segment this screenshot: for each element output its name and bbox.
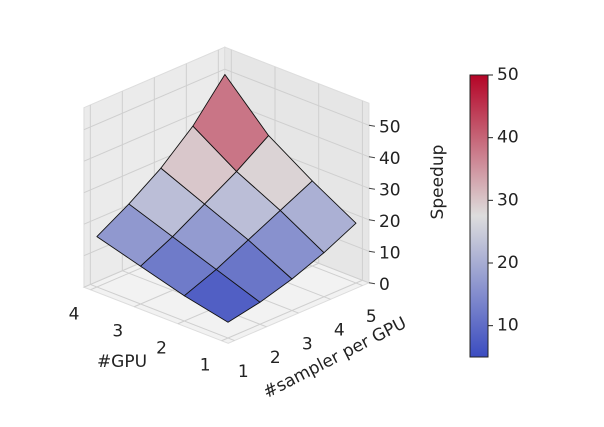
colorbar-tick-label: 50 — [497, 65, 519, 85]
y-tick-label: 1 — [238, 362, 249, 382]
surface-cell — [279, 180, 357, 254]
colorbar-tick-label: 20 — [497, 253, 519, 273]
x-tick-label: 1 — [200, 356, 211, 376]
z-tick-label: 30 — [379, 180, 401, 200]
z-tick-label: 20 — [379, 212, 401, 232]
z-tick — [368, 282, 376, 285]
colorbar-tick-label: 10 — [497, 316, 519, 336]
y-tick-label: 3 — [302, 334, 313, 354]
z-tick — [368, 187, 376, 190]
x-tick-label: 3 — [112, 322, 123, 342]
z-axis-title: Speedup — [428, 145, 448, 220]
z-tick — [368, 124, 376, 127]
z-tick-label: 50 — [379, 117, 401, 137]
grid-line — [90, 283, 235, 342]
colorbar-tick-label: 40 — [497, 128, 519, 148]
x-tick-label: 2 — [156, 339, 167, 359]
y-tick-label: 4 — [334, 321, 345, 341]
z-tick — [368, 156, 376, 159]
z-tick-label: 40 — [379, 149, 401, 169]
z-tick — [368, 250, 376, 253]
grid-line — [224, 68, 370, 126]
z-tick-label: 0 — [379, 275, 390, 295]
x-axis-title: #GPU — [97, 352, 147, 372]
x-tick-label: 4 — [69, 305, 80, 325]
y-tick-label: 2 — [270, 348, 281, 368]
colorbar — [469, 74, 489, 358]
z-tick — [368, 219, 376, 222]
y-tick-label: 5 — [366, 307, 377, 327]
colorbar-tick-label: 30 — [497, 190, 519, 210]
z-tick-label: 10 — [379, 243, 401, 263]
